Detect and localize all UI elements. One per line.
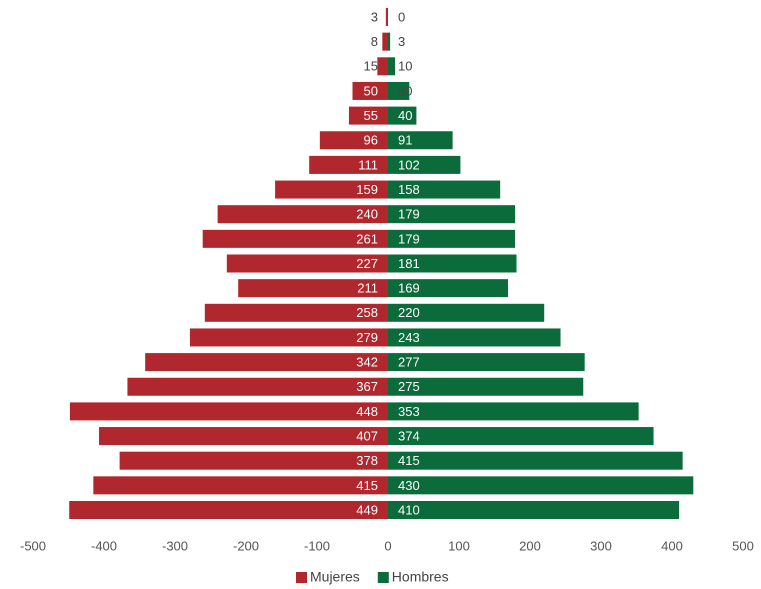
x-tick-label: 500: [732, 538, 754, 553]
x-tick-label: 200: [519, 538, 541, 553]
data-label: 220: [398, 305, 420, 320]
x-tick-label: 300: [590, 538, 612, 553]
data-label: 449: [356, 502, 378, 517]
bar: [99, 427, 388, 446]
data-label: 30: [398, 83, 412, 98]
data-label: 277: [398, 355, 420, 370]
bar: [69, 501, 389, 519]
data-label: 50: [364, 83, 378, 98]
data-label: 243: [398, 330, 420, 345]
x-tick-label: -300: [162, 538, 188, 553]
bar: [127, 377, 389, 396]
bar: [388, 427, 654, 446]
x-tick-label: -100: [304, 538, 330, 553]
data-label: 240: [356, 207, 378, 222]
data-label: 3: [398, 34, 405, 49]
data-label: 55: [364, 108, 378, 123]
data-label: 448: [356, 404, 378, 419]
bar: [388, 476, 694, 495]
bar: [93, 476, 388, 495]
data-label: 275: [398, 379, 420, 394]
x-tick-label: -500: [20, 538, 46, 553]
data-label: 211: [357, 281, 378, 296]
bar: [226, 254, 388, 273]
data-label: 102: [398, 157, 420, 172]
data-label: 367: [356, 379, 378, 394]
data-label: 181: [398, 256, 420, 271]
legend-swatch: [377, 572, 389, 583]
legend-label: Hombres: [392, 569, 449, 585]
data-label: 227: [356, 256, 378, 271]
bar: [189, 328, 388, 347]
data-label: 258: [356, 305, 378, 320]
x-tick-label: -200: [233, 538, 259, 553]
data-label: 415: [356, 478, 378, 493]
data-label: 410: [398, 502, 420, 517]
bar: [388, 402, 639, 421]
data-label: 91: [398, 133, 412, 148]
data-label: 261: [356, 231, 378, 246]
x-tick-label: -400: [91, 538, 117, 553]
data-label: 159: [356, 182, 378, 197]
data-label: 0: [398, 9, 405, 24]
bar: [309, 155, 388, 174]
bar: [217, 205, 388, 224]
data-label: 10: [398, 59, 412, 74]
bar: [388, 32, 391, 51]
bar: [388, 279, 508, 298]
data-label: 179: [398, 207, 420, 222]
bar: [388, 155, 461, 174]
bar: [202, 229, 388, 248]
data-label: 15: [364, 59, 378, 74]
x-tick-label: 100: [448, 538, 470, 553]
data-label: 407: [356, 428, 378, 443]
bar: [352, 81, 388, 100]
data-label: 430: [398, 478, 420, 493]
bar: [69, 402, 389, 421]
bar: [388, 328, 561, 347]
bar: [388, 229, 516, 248]
bar: [348, 106, 388, 125]
legend-swatch: [296, 572, 307, 583]
data-label: 415: [398, 453, 420, 468]
data-label: 374: [398, 428, 420, 443]
data-label: 279: [356, 330, 378, 345]
data-label: 111: [358, 157, 378, 172]
data-label: 342: [356, 355, 378, 370]
bar: [388, 303, 545, 322]
bar: [385, 8, 388, 26]
data-label: 353: [398, 404, 420, 419]
bar: [145, 353, 388, 372]
data-label: 169: [398, 281, 420, 296]
data-label: 158: [398, 182, 420, 197]
bar: [319, 131, 388, 150]
bar: [388, 106, 417, 125]
legend-label: Mujeres: [310, 569, 360, 585]
bar: [382, 32, 388, 51]
bar: [388, 81, 410, 100]
data-label: 96: [364, 133, 378, 148]
bar: [388, 501, 680, 519]
data-label: 40: [398, 108, 412, 123]
bar: [388, 131, 453, 150]
data-label: 8: [371, 34, 378, 49]
x-tick-label: 0: [384, 538, 391, 553]
bar: [388, 205, 516, 224]
bar: [119, 451, 389, 470]
bar: [388, 57, 396, 76]
x-tick-label: 400: [661, 538, 683, 553]
bar: [388, 451, 683, 470]
data-label: 378: [356, 453, 378, 468]
bar: [388, 353, 585, 372]
bar: [388, 377, 584, 396]
bar: [377, 57, 388, 76]
bar: [204, 303, 388, 322]
bar: [388, 254, 517, 273]
bar: [275, 180, 388, 199]
bar: [238, 279, 388, 298]
data-label: 179: [398, 231, 420, 246]
data-label: 3: [371, 9, 378, 24]
bar: [388, 180, 501, 199]
